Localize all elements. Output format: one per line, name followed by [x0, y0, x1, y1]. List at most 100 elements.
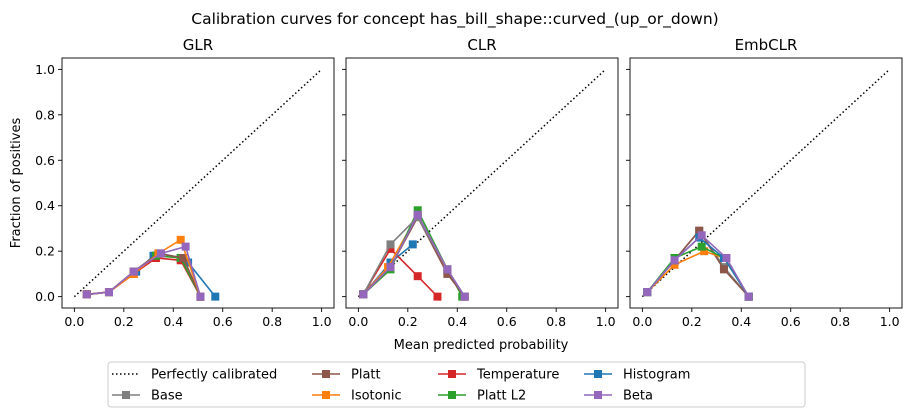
- legend-label: Platt: [351, 368, 381, 383]
- series-beta: [643, 231, 753, 301]
- series-line-platt: [362, 215, 466, 298]
- data-point-temperature: [433, 292, 442, 301]
- y-tick-label: 0.4: [35, 198, 55, 213]
- legend-entry-base: Base: [112, 389, 183, 404]
- panel-title: EmbCLR: [735, 36, 798, 54]
- x-tick-label: 0.2: [682, 314, 702, 329]
- y-tick-label: 0.2: [35, 244, 55, 259]
- legend-marker: [322, 391, 330, 399]
- legend-entry-beta: Beta: [584, 389, 653, 404]
- data-point-beta: [670, 256, 679, 265]
- x-tick-label: 0.8: [262, 314, 282, 329]
- data-point-histogram: [408, 240, 417, 249]
- data-point-beta: [359, 290, 368, 299]
- legend-marker: [594, 391, 602, 399]
- data-point-beta: [181, 242, 190, 251]
- legend-label: Isotonic: [351, 389, 402, 404]
- legend-marker: [322, 370, 330, 378]
- series-platt-l2: [643, 242, 753, 301]
- series-temperature: [359, 244, 442, 301]
- y-tick-label: 0.0: [35, 289, 55, 304]
- panel-title: GLR: [183, 36, 213, 54]
- legend-label: Perfectly calibrated: [151, 368, 277, 383]
- data-point-platt: [719, 265, 728, 274]
- legend-entry-histogram: Histogram: [584, 368, 690, 383]
- panel-embclr: EmbCLR 0.0 0.2 0.4 0.6 0.8 1.0: [626, 36, 903, 329]
- data-point-beta: [386, 263, 395, 272]
- legend-marker: [448, 370, 456, 378]
- data-point-beta: [697, 231, 706, 240]
- data-point-beta: [129, 267, 138, 276]
- series-line-beta: [362, 213, 466, 298]
- x-tick-label: 0.6: [213, 314, 233, 329]
- legend-entry-platt: Platt: [312, 368, 381, 383]
- data-point-beta: [443, 265, 452, 274]
- x-tick-label: 0.2: [114, 314, 134, 329]
- data-point-isotonic: [670, 260, 679, 269]
- series-platt: [359, 213, 469, 301]
- data-point-temperature: [413, 272, 422, 281]
- x-tick-label: 1.0: [312, 314, 332, 329]
- series-beta: [359, 210, 469, 301]
- data-point-histogram: [211, 292, 220, 301]
- legend-label: Histogram: [623, 368, 690, 383]
- data-point-beta: [196, 292, 205, 301]
- legend-label: Temperature: [476, 368, 559, 383]
- legend-label: Base: [151, 389, 183, 404]
- data-point-platt: [443, 269, 452, 278]
- series-line-temperature: [362, 247, 439, 298]
- x-tick-label: 0.4: [163, 314, 183, 329]
- data-point-beta: [744, 292, 753, 301]
- axes-frame: [345, 57, 619, 309]
- panel-glr: GLR 0.0 0.0 0.2 0.2 0.4 0.4 0.6 0.6 0.8 0.8 1.0 1.0: [35, 36, 335, 329]
- data-point-platt-l2: [697, 242, 706, 251]
- x-tick-label: 0.0: [632, 314, 652, 329]
- legend-label: Beta: [623, 389, 653, 404]
- data-point-beta: [643, 288, 652, 297]
- legend-marker: [122, 391, 130, 399]
- data-point-isotonic: [700, 247, 709, 256]
- x-tick-label: 0.8: [546, 314, 566, 329]
- data-point-beta: [156, 249, 165, 258]
- data-point-platt: [179, 254, 188, 262]
- data-point-beta: [460, 292, 469, 301]
- x-tick-label: 0.0: [64, 314, 84, 329]
- y-axis-label: Fraction of positives: [9, 118, 24, 249]
- data-point-temperature: [386, 244, 395, 253]
- data-point-beta: [104, 288, 113, 297]
- x-tick-label: 0.4: [447, 314, 467, 329]
- axes-frame: [629, 57, 903, 309]
- legend-entry-platt-l2: Platt L2: [438, 389, 526, 404]
- figure-title: Calibration curves for concept has_bill_…: [191, 10, 718, 29]
- perfectly-calibrated-line: [357, 68, 607, 298]
- series-line-isotonic: [362, 213, 466, 298]
- x-tick-label: 0.6: [781, 314, 801, 329]
- legend-marker: [594, 370, 602, 378]
- legend-box: [107, 361, 806, 408]
- x-tick-label: 0.2: [398, 314, 418, 329]
- x-tick-label: 1.0: [596, 314, 616, 329]
- axes-frame: [61, 57, 335, 309]
- legend-label: Platt L2: [477, 389, 526, 404]
- data-point-isotonic: [176, 235, 185, 244]
- legend-entry-isotonic: Isotonic: [312, 389, 402, 404]
- data-point-platt-l2: [413, 206, 422, 215]
- x-tick-label: 1.0: [880, 314, 900, 329]
- data-point-beta: [413, 210, 422, 219]
- x-axis-label: Mean predicted probability: [394, 338, 569, 353]
- y-tick-label: 0.8: [35, 107, 55, 122]
- data-point-beta: [82, 290, 91, 299]
- series-platt-l2: [359, 206, 467, 301]
- series-beta: [82, 242, 205, 301]
- y-tick-label: 1.0: [35, 62, 55, 77]
- legend-marker: [448, 391, 456, 399]
- y-tick-label: 0.6: [35, 153, 55, 168]
- x-tick-label: 0.4: [731, 314, 751, 329]
- panels-group: GLR0.00.00.20.20.40.40.60.60.80.81.01.0C…: [35, 36, 903, 329]
- legend-entry-temperature: Temperature: [438, 368, 559, 383]
- data-point-base: [386, 240, 395, 249]
- x-tick-label: 0.0: [348, 314, 368, 329]
- legend: Perfectly calibrated Base Platt Isotonic Tem…: [107, 361, 806, 408]
- x-tick-label: 0.8: [830, 314, 850, 329]
